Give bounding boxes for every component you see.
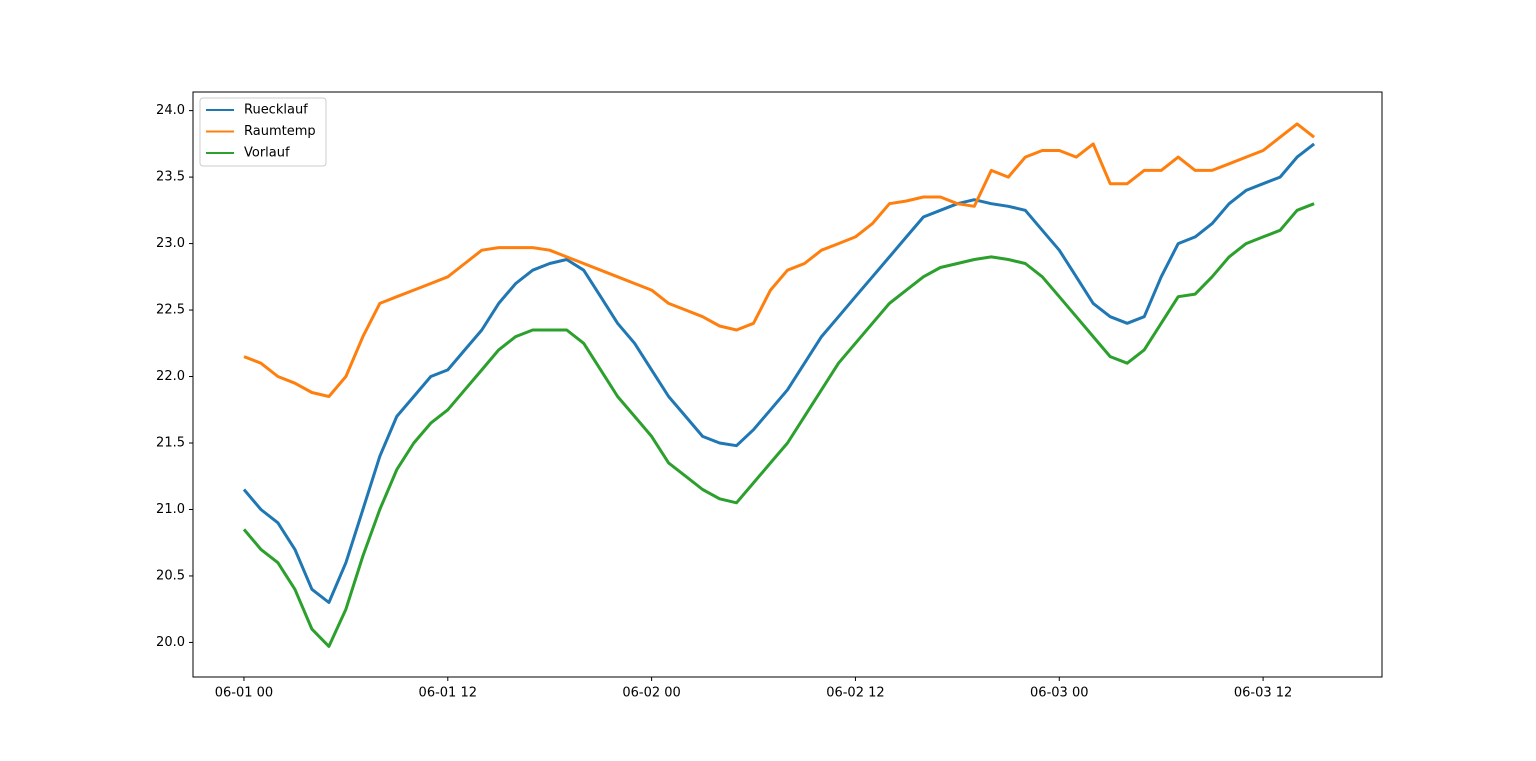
x-tick-label: 06-02 12 <box>826 686 884 701</box>
legend-label: Ruecklauf <box>244 103 308 118</box>
plot-frame <box>192 91 1383 678</box>
y-tick-label: 24.0 <box>156 103 185 118</box>
y-tick-label: 23.0 <box>156 236 185 251</box>
data-line <box>242 202 1315 648</box>
y-tick-label: 21.5 <box>156 436 185 451</box>
y-tick-label: 21.0 <box>156 502 185 517</box>
data-line <box>243 122 1316 398</box>
x-tick-label: 06-01 00 <box>215 686 273 701</box>
legend-label: Vorlauf <box>244 146 290 161</box>
y-tick-label: 22.5 <box>156 303 185 318</box>
data-line <box>242 142 1316 604</box>
y-tick-label: 20.0 <box>156 635 185 650</box>
legend-box <box>199 97 327 167</box>
y-tick-label: 22.0 <box>156 369 185 384</box>
legend-label: Raumtemp <box>244 124 316 139</box>
y-tick-label: 23.5 <box>156 170 185 185</box>
x-tick-label: 06-01 12 <box>419 686 477 701</box>
x-tick-label: 06-02 00 <box>622 686 680 701</box>
x-tick-label: 06-03 00 <box>1030 686 1088 701</box>
y-tick-label: 20.5 <box>156 568 185 583</box>
x-tick-label: 06-03 12 <box>1234 686 1292 701</box>
